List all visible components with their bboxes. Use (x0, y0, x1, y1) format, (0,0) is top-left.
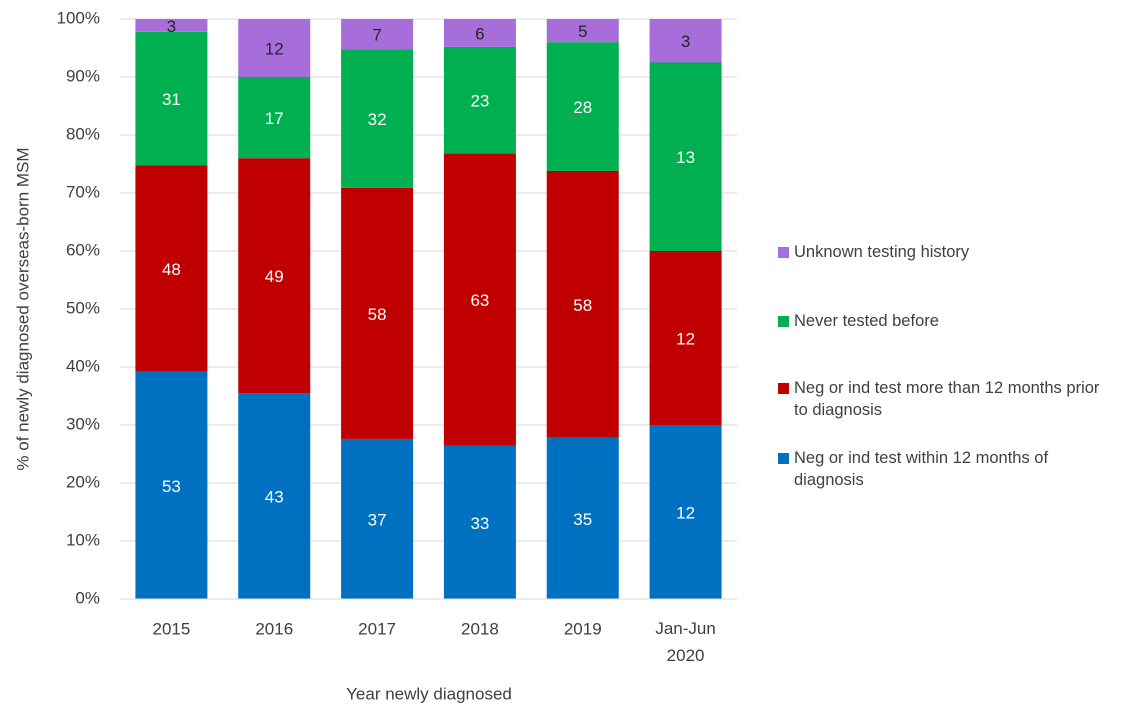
data-label: 33 (470, 514, 489, 533)
data-label: 43 (265, 488, 284, 507)
bar-segment (238, 19, 311, 77)
bar-segment (238, 393, 311, 599)
bar-segment (135, 31, 208, 166)
data-label: 35 (573, 510, 592, 529)
bar-segment (135, 371, 208, 599)
x-tick-label: 2019 (564, 619, 602, 638)
legend-swatch (778, 453, 789, 464)
data-label: 12 (265, 39, 284, 58)
y-tick-label: 20% (66, 472, 100, 491)
data-label: 37 (368, 510, 387, 529)
legend-item: Neg or ind test within 12 months of diag… (778, 447, 1113, 491)
legend-label: Never tested before (794, 312, 939, 330)
legend-label: Neg or ind test within 12 months of diag… (794, 449, 1049, 489)
data-label: 31 (162, 90, 181, 109)
bar-segment (443, 153, 516, 446)
data-label: 63 (470, 291, 489, 310)
bar-segment (546, 437, 619, 599)
legend-item: Unknown testing history (778, 241, 1113, 263)
data-label: 48 (162, 260, 181, 279)
y-tick-label: 30% (66, 414, 100, 433)
data-label: 7 (372, 26, 381, 45)
bar-segment (341, 187, 414, 439)
bar-segment (135, 165, 208, 372)
data-label: 6 (475, 24, 484, 43)
data-label: 58 (368, 305, 387, 324)
y-tick-label: 70% (66, 182, 100, 201)
x-tick-label: 2017 (358, 619, 396, 638)
legend-label: Unknown testing history (794, 243, 970, 261)
y-tick-label: 80% (66, 124, 100, 143)
bar-segment (443, 46, 516, 154)
data-label: 12 (676, 329, 695, 348)
data-label: 32 (368, 110, 387, 129)
bar-segment (341, 438, 414, 599)
bar-segment (443, 19, 516, 47)
bar-segment (649, 425, 722, 599)
x-tick-label: 2016 (255, 619, 293, 638)
x-tick-label: 2018 (461, 619, 499, 638)
legend-swatch (778, 247, 789, 258)
bar-segment (341, 49, 414, 188)
data-label: 3 (167, 17, 176, 36)
y-tick-label: 10% (66, 530, 100, 549)
bar-segment (341, 19, 414, 50)
bar-segment (238, 77, 311, 159)
y-tick-label: 50% (66, 298, 100, 317)
bar-segment (649, 19, 722, 63)
x-tick-label: 2015 (153, 619, 191, 638)
data-label: 13 (676, 148, 695, 167)
legend-swatch (778, 383, 789, 394)
data-label: 49 (265, 267, 284, 286)
y-tick-label: 90% (66, 66, 100, 85)
bar-segment (546, 42, 619, 171)
bar-segment (135, 19, 208, 32)
data-label: 17 (265, 109, 284, 128)
data-label: 5 (578, 22, 587, 41)
bar-segment (649, 62, 722, 251)
data-label: 12 (676, 503, 695, 522)
bar-segment (546, 170, 619, 438)
data-label: 53 (162, 477, 181, 496)
y-tick-label: 0% (75, 588, 100, 607)
y-tick-label: 60% (66, 240, 100, 259)
legend-swatch (778, 316, 789, 327)
y-axis-title: % of newly diagnosed overseas-born MSM (13, 147, 32, 470)
legend-item: Neg or ind test more than 12 months prio… (778, 377, 1113, 421)
data-label: 3 (681, 32, 690, 51)
bar-segment (649, 251, 722, 425)
x-axis-title: Year newly diagnosed (346, 684, 512, 703)
y-tick-label: 40% (66, 356, 100, 375)
data-label: 28 (573, 98, 592, 117)
x-tick-label: Jan-Jun 2020 (655, 619, 715, 665)
legend-item: Never tested before (778, 310, 1113, 332)
legend-label: Neg or ind test more than 12 months prio… (794, 379, 1100, 419)
bar-segment (238, 158, 311, 394)
bar-segment (546, 19, 619, 43)
data-label: 58 (573, 296, 592, 315)
bar-segment (443, 445, 516, 599)
data-label: 23 (470, 92, 489, 111)
y-tick-label: 100% (57, 8, 100, 27)
